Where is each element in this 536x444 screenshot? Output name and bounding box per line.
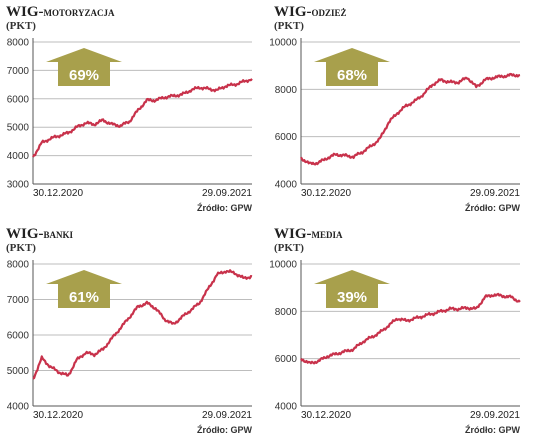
y-tick-label: 6000 xyxy=(275,354,298,365)
unit-label: (PKT) xyxy=(274,20,304,32)
x-start-label: 30.12.2020 xyxy=(33,188,83,199)
y-tick-label: 7000 xyxy=(7,295,30,306)
x-start-label: 30.12.2020 xyxy=(33,410,83,421)
unit-label: (PKT) xyxy=(274,242,304,254)
series-line xyxy=(32,269,253,380)
growth-badge: 69% xyxy=(46,48,122,86)
y-tick-label: 10000 xyxy=(269,260,297,271)
panel-odziez: WIG-odzież (PKT) 4000 6000 8000 10000 30.12.… xyxy=(268,0,536,222)
badge-label: 39% xyxy=(337,289,367,306)
y-tick-label: 6000 xyxy=(7,331,30,342)
arrow-up-icon xyxy=(46,48,122,86)
arrow-up-icon xyxy=(46,270,122,308)
y-tick-label: 5000 xyxy=(7,123,30,134)
badge-label: 61% xyxy=(69,289,99,306)
chart-svg: 3000 4000 5000 6000 7000 8000 30.12.2020 29.09.… xyxy=(7,38,253,199)
source-label: Źródło: GPW xyxy=(465,425,520,435)
source-label: Źródło: GPW xyxy=(465,203,520,213)
chart-svg: 4000 5000 6000 7000 8000 30.12.2020 29.09.2021… xyxy=(7,260,253,422)
growth-badge: 39% xyxy=(314,270,390,308)
y-tick-label: 4000 xyxy=(275,402,298,413)
x-start-label: 30.12.2020 xyxy=(301,188,351,199)
source-label: Źródło: GPW xyxy=(197,425,252,435)
chart-title: WIG-motoryzacja xyxy=(6,4,115,20)
chart-svg: 4000 6000 8000 10000 30.12.2020 29.09.2021 39% xyxy=(269,260,521,421)
x-start-label: 30.12.2020 xyxy=(301,410,351,421)
y-tick-label: 8000 xyxy=(7,38,30,49)
source-label: Źródło: GPW xyxy=(197,203,252,213)
unit-label: (PKT) xyxy=(6,20,36,32)
growth-badge: 61% xyxy=(46,270,122,308)
chart-svg: 4000 6000 8000 10000 30.12.2020 29.09.2021 68% xyxy=(269,38,521,200)
y-tick-label: 3000 xyxy=(7,180,30,191)
arrow-up-icon xyxy=(314,48,390,86)
x-end-label: 29.09.2021 xyxy=(470,410,520,421)
arrow-up-icon xyxy=(314,270,390,308)
panel-media: WIG-media (PKT) 4000 6000 8000 10000 30.12.2… xyxy=(268,222,536,444)
growth-badge: 68% xyxy=(314,48,390,86)
badge-label: 69% xyxy=(69,67,99,84)
x-end-label: 29.09.2021 xyxy=(202,188,252,199)
panel-banki: WIG-banki (PKT) 4000 5000 6000 7000 8000 30.1… xyxy=(0,222,268,444)
series-line xyxy=(32,78,253,158)
badge-label: 68% xyxy=(337,67,367,84)
series-line xyxy=(300,292,521,365)
y-tick-label: 7000 xyxy=(7,66,30,77)
y-tick-label: 8000 xyxy=(7,260,30,271)
series-line xyxy=(300,72,521,166)
panel-motoryzacja: WIG-motoryzacja (PKT) 3000 4000 5000 6000 70… xyxy=(0,0,268,222)
y-tick-label: 4000 xyxy=(7,402,30,413)
y-tick-label: 8000 xyxy=(275,307,298,318)
y-tick-label: 6000 xyxy=(7,94,30,105)
y-tick-label: 8000 xyxy=(275,85,298,96)
y-tick-label: 4000 xyxy=(7,151,30,162)
x-end-label: 29.09.2021 xyxy=(470,188,520,199)
chart-title: WIG-media xyxy=(274,226,343,242)
unit-label: (PKT) xyxy=(6,242,36,254)
y-tick-label: 10000 xyxy=(269,38,297,49)
x-end-label: 29.09.2021 xyxy=(202,410,252,421)
y-tick-label: 4000 xyxy=(275,180,298,191)
chart-title: WIG-odzież xyxy=(274,4,347,20)
y-tick-label: 5000 xyxy=(7,366,30,377)
y-tick-label: 6000 xyxy=(275,132,298,143)
chart-title: WIG-banki xyxy=(6,226,74,242)
